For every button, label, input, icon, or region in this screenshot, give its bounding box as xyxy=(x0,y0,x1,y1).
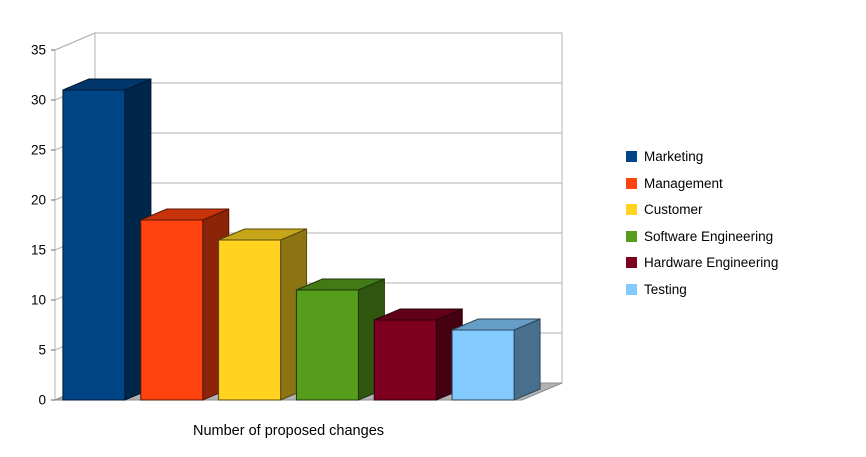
bar-marketing xyxy=(62,78,152,401)
legend-item-testing: Testing xyxy=(626,281,778,297)
y-tick-label: 0 xyxy=(38,393,46,408)
legend-label: Software Engineering xyxy=(644,228,774,244)
bar-side-face xyxy=(513,318,541,401)
bar-front-face xyxy=(451,329,515,401)
legend-swatch xyxy=(626,151,637,163)
legend-item-customer: Customer xyxy=(626,203,778,217)
legend-swatch xyxy=(626,177,637,189)
y-tick-label: 10 xyxy=(31,293,46,308)
y-tick-label: 35 xyxy=(31,43,46,58)
legend-item-marketing: Marketing xyxy=(626,150,778,164)
legend-swatch xyxy=(626,230,637,242)
bar-front-face xyxy=(295,289,359,401)
legend-item-software-engineering: Software Engineering xyxy=(626,228,778,244)
bar-software-engineering xyxy=(295,278,385,401)
bar-management xyxy=(140,208,230,401)
bar-testing xyxy=(451,318,541,401)
legend-label: Marketing xyxy=(644,149,704,164)
bar-front-face xyxy=(373,319,437,401)
legend-item-management: Management xyxy=(626,175,778,191)
y-tick-label: 20 xyxy=(31,193,46,208)
legend-swatch xyxy=(626,283,637,295)
y-tick-label: 5 xyxy=(38,343,46,358)
legend-label: Testing xyxy=(644,281,687,297)
legend-label: Hardware Engineering xyxy=(644,255,779,270)
y-tick-label: 30 xyxy=(31,93,46,108)
y-tick-label: 25 xyxy=(31,143,46,158)
legend-label: Management xyxy=(644,175,723,191)
legend-item-hardware-engineering: Hardware Engineering xyxy=(626,256,778,270)
bar-customer xyxy=(218,228,308,401)
bar-hardware-engineering xyxy=(373,308,463,401)
legend: Marketing Management Customer Software Engi… xyxy=(626,150,778,296)
legend-label: Customer xyxy=(644,202,703,217)
legend-swatch xyxy=(626,257,637,269)
bar-front-face xyxy=(140,219,204,401)
legend-swatch xyxy=(626,204,637,216)
bar-front-face xyxy=(218,239,282,401)
y-tick-label: 15 xyxy=(31,243,46,258)
gridline-side xyxy=(54,32,96,51)
bar-front-face xyxy=(62,89,126,401)
x-axis-title: Number of proposed changes xyxy=(192,423,385,439)
